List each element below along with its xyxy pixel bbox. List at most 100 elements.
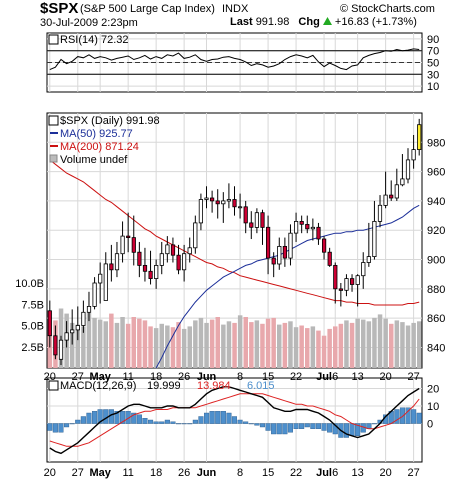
macd-tick-label: 20	[427, 384, 439, 396]
x-tick-label: 27	[407, 371, 419, 383]
x-tick-label: 15	[262, 371, 274, 383]
macd-histogram-bar	[259, 423, 266, 428]
volume-bar	[237, 315, 243, 368]
volume-bar	[198, 317, 204, 368]
x-tick-label: 20	[44, 467, 56, 479]
rsi-legend-box	[48, 34, 59, 45]
candle-body	[293, 220, 299, 234]
macd-histogram-bar	[276, 423, 282, 435]
macd-histogram-bar	[265, 423, 271, 431]
macd-histogram-bar	[80, 416, 86, 424]
macd-histogram-bar	[52, 423, 58, 433]
x-tick-label: 26	[178, 467, 190, 479]
macd-histogram-bar	[399, 407, 406, 424]
x-tick-label: May	[89, 371, 111, 383]
macd-histogram-bar	[131, 412, 137, 424]
volume-bar	[282, 322, 288, 368]
candle-body	[81, 311, 86, 326]
macd-histogram-bar	[282, 423, 288, 435]
candle-body	[243, 206, 248, 224]
macd-histogram-bar	[315, 423, 322, 430]
x-tick-label: 20	[44, 371, 56, 383]
candle-body	[232, 199, 237, 208]
candle-body	[366, 256, 371, 263]
candle-body	[372, 220, 377, 257]
volume-tick-label: 7.5B	[21, 299, 44, 311]
macd-tick-label: 10	[427, 401, 439, 413]
candle-body	[361, 262, 366, 277]
volume-bar	[383, 318, 388, 368]
x-tick-label: 27	[72, 467, 84, 479]
symbol: $SPX	[40, 0, 79, 17]
candle-body	[394, 184, 399, 199]
volume-bar	[288, 321, 293, 369]
candle-body	[154, 264, 159, 279]
candle-body	[383, 194, 388, 206]
x-tick-label: Jul	[316, 467, 332, 479]
candle-body	[265, 226, 271, 259]
candle-body	[47, 310, 52, 337]
macd-histogram-bar	[299, 423, 305, 430]
macd-histogram-bar	[47, 423, 53, 431]
candle-body	[137, 251, 142, 266]
price-tick-label: 880	[427, 284, 445, 296]
macd-histogram-bar	[198, 416, 204, 424]
candle-body	[103, 263, 108, 301]
price-tick-label: 840	[427, 342, 445, 354]
volume-bar	[97, 319, 103, 368]
macd-histogram-bar	[91, 411, 98, 424]
last-value: 991.98	[255, 16, 290, 28]
candle-body	[159, 253, 164, 266]
volume-bar	[75, 324, 80, 368]
volume-bar	[344, 320, 349, 368]
volume-bar	[243, 317, 248, 368]
candle-body	[126, 235, 131, 239]
macd-histogram-bar	[411, 409, 417, 424]
macd-histogram-bar	[209, 411, 215, 424]
macd-histogram-bar	[147, 419, 154, 424]
macd-histogram-bar	[226, 412, 232, 424]
macd-histogram-bar	[136, 414, 142, 424]
macd-histogram-bar	[310, 423, 316, 430]
volume-tick-label: 2.5B	[21, 342, 44, 354]
volume-bar	[181, 328, 187, 368]
candle-body	[181, 253, 187, 271]
volume-bar	[249, 322, 254, 368]
macd-legend-box	[48, 380, 59, 391]
x-tick-label: 11	[122, 371, 133, 383]
volume-bar	[321, 335, 327, 368]
candle-body	[349, 278, 355, 285]
volume-bar	[232, 322, 237, 368]
candle-body	[187, 247, 192, 255]
x-tick-label: 15	[262, 467, 274, 479]
candle-body	[338, 288, 344, 291]
volume-bar	[316, 330, 321, 368]
x-tick-label: 6	[332, 371, 338, 383]
volume-bar	[47, 335, 53, 368]
rsi-line	[49, 48, 420, 71]
x-tick-label: 18	[150, 467, 162, 479]
candle-body	[98, 273, 103, 284]
rsi-tick-label: 30	[427, 69, 439, 81]
macd-histogram-bar	[343, 423, 350, 438]
x-tick-label: Jun	[197, 467, 217, 479]
candle-body	[131, 237, 136, 253]
macd-histogram-bar	[327, 423, 333, 433]
volume-bar	[137, 318, 142, 368]
macd-signal-line	[49, 393, 420, 447]
candle-body	[165, 244, 170, 255]
macd-histogram-bar	[287, 423, 294, 433]
volume-bar	[265, 318, 271, 368]
price-legend-box	[48, 115, 59, 126]
candle-body	[75, 325, 80, 331]
volume-bar	[81, 326, 86, 368]
candle-body	[64, 332, 69, 341]
volume-bar	[400, 322, 405, 368]
volume-bar	[349, 322, 355, 368]
x-tick-label: 26	[178, 371, 190, 383]
macd-histogram-bar	[220, 411, 226, 424]
macd-histogram-bar	[371, 423, 378, 425]
candle-body	[299, 220, 304, 225]
candle-body	[417, 124, 422, 150]
macd-histogram-bar	[63, 423, 70, 428]
